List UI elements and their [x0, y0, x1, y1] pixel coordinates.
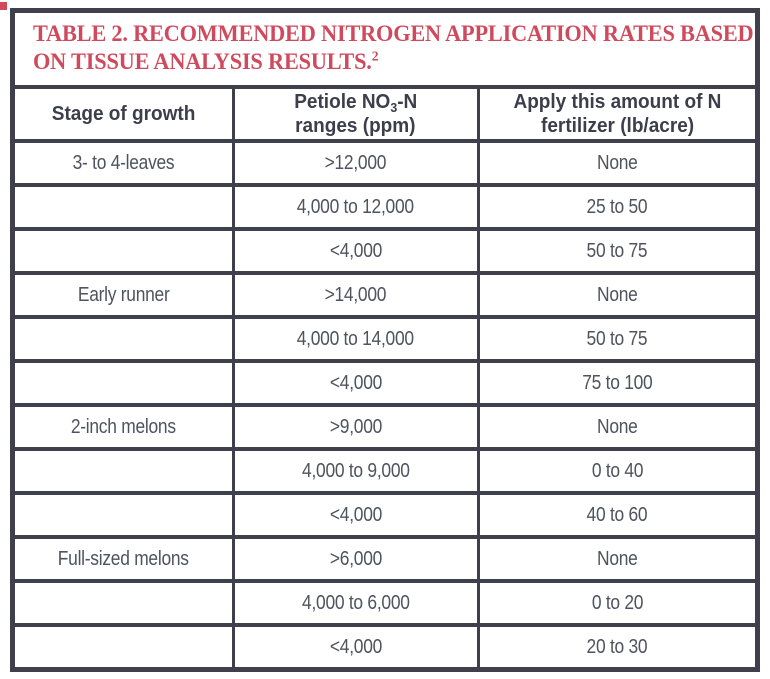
range-cell: >9,000 [231, 403, 480, 451]
column-header-apply: Apply this amount of N fertilizer (lb/ac… [476, 85, 760, 143]
range-cell: 4,000 to 14,000 [231, 315, 480, 363]
table-row: <4,000 50 to 75 [11, 227, 760, 275]
rate-cell: 50 to 75 [476, 315, 760, 363]
stage-cell: 3- to 4-leaves [11, 139, 235, 187]
stage-cell [11, 579, 235, 627]
range-cell: <4,000 [231, 227, 480, 275]
table-row: 2-inch melons >9,000 None [11, 403, 760, 451]
rate-cell: 40 to 60 [476, 491, 760, 539]
rate-cell: 75 to 100 [476, 359, 760, 407]
table-row: 3- to 4-leaves >12,000 None [11, 139, 760, 187]
stage-cell [11, 359, 235, 407]
table-row: 4,000 to 6,000 0 to 20 [11, 579, 760, 627]
rate-cell: 0 to 40 [476, 447, 760, 495]
range-cell: 4,000 to 6,000 [231, 579, 480, 627]
table-title-row: TABLE 2. RECOMMENDED NITROGEN APPLICATIO… [11, 8, 759, 89]
rate-cell: 50 to 75 [476, 227, 760, 275]
table-row: <4,000 75 to 100 [11, 359, 760, 407]
table-title: TABLE 2. RECOMMENDED NITROGEN APPLICATIO… [33, 20, 754, 76]
stage-cell [11, 315, 235, 363]
petiole-header-line-1: Petiole NO3-N [294, 91, 418, 115]
range-cell: <4,000 [231, 491, 480, 539]
nitrogen-rates-table: TABLE 2. RECOMMENDED NITROGEN APPLICATIO… [10, 8, 760, 672]
apply-header-line-2: fertilizer (lb/acre) [540, 115, 694, 137]
range-cell: <4,000 [231, 623, 480, 672]
column-header-petiole: Petiole NO3-N ranges (ppm) [231, 85, 480, 143]
stage-cell [11, 491, 235, 539]
range-cell: >12,000 [231, 139, 480, 187]
table-row: <4,000 40 to 60 [11, 491, 760, 539]
table-row: Early runner >14,000 None [11, 271, 760, 319]
rate-cell: None [476, 403, 760, 451]
stage-header-label: Stage of growth [51, 103, 196, 125]
column-header-stage: Stage of growth [11, 85, 235, 143]
range-cell: 4,000 to 9,000 [231, 447, 480, 495]
stage-cell [11, 447, 235, 495]
stage-cell [11, 183, 235, 231]
table-title-line-1: TABLE 2. RECOMMENDED NITROGEN APPLICATIO… [33, 21, 754, 46]
nitrogen-rates-table-container: TABLE 2. RECOMMENDED NITROGEN APPLICATIO… [10, 8, 760, 672]
range-cell: >6,000 [231, 535, 480, 583]
rate-cell: 0 to 20 [476, 579, 760, 627]
table-title-line-2: ON TISSUE ANALYSIS RESULTS.2 [33, 49, 379, 74]
column-header-row: Stage of growth Petiole NO3-N ranges (pp… [11, 85, 760, 143]
rate-cell: 25 to 50 [476, 183, 760, 231]
table-row: <4,000 20 to 30 [11, 623, 760, 672]
cropped-red-edge-artifact [0, 2, 7, 10]
range-cell: 4,000 to 12,000 [231, 183, 480, 231]
footnote-marker: 2 [371, 49, 379, 65]
rate-cell: None [476, 535, 760, 583]
table-row: 4,000 to 12,000 25 to 50 [11, 183, 760, 231]
rate-cell: None [476, 271, 760, 319]
table-row: 4,000 to 14,000 50 to 75 [11, 315, 760, 363]
range-cell: <4,000 [231, 359, 480, 407]
range-cell: >14,000 [231, 271, 480, 319]
petiole-header-line-2: ranges (ppm) [295, 115, 416, 137]
stage-cell [11, 623, 235, 672]
stage-cell [11, 227, 235, 275]
stage-cell: Full-sized melons [11, 535, 235, 583]
rate-cell: 20 to 30 [476, 623, 760, 672]
table-row: 4,000 to 9,000 0 to 40 [11, 447, 760, 495]
table-row: Full-sized melons >6,000 None [11, 535, 760, 583]
subscript-3: 3 [390, 100, 398, 115]
table-title-cell: TABLE 2. RECOMMENDED NITROGEN APPLICATIO… [11, 8, 759, 89]
stage-cell: Early runner [11, 271, 235, 319]
apply-header-line-1: Apply this amount of N [513, 91, 722, 113]
rate-cell: None [476, 139, 760, 187]
stage-cell: 2-inch melons [11, 403, 235, 451]
